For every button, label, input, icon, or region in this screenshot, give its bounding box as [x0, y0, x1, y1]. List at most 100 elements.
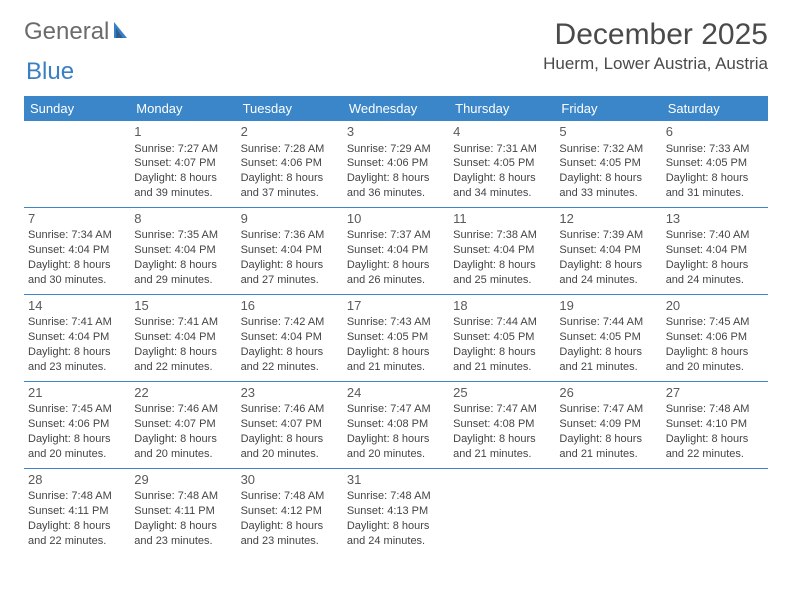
day-detail-line: Sunset: 4:04 PM — [134, 243, 232, 258]
calendar-day-cell: 27Sunrise: 7:48 AMSunset: 4:10 PMDayligh… — [662, 381, 768, 468]
day-detail-line: Sunset: 4:04 PM — [666, 243, 764, 258]
day-detail-line: Daylight: 8 hours and 39 minutes. — [134, 171, 232, 201]
day-detail-line: Sunrise: 7:40 AM — [666, 228, 764, 243]
day-detail-line: Sunset: 4:05 PM — [559, 330, 657, 345]
day-number: 15 — [134, 297, 232, 315]
day-number: 21 — [28, 384, 126, 402]
day-number: 3 — [347, 123, 445, 141]
day-number: 30 — [241, 471, 339, 489]
day-detail-line: Daylight: 8 hours and 22 minutes. — [28, 519, 126, 549]
day-detail-line: Daylight: 8 hours and 33 minutes. — [559, 171, 657, 201]
day-detail-line: Daylight: 8 hours and 22 minutes. — [241, 345, 339, 375]
day-detail-line: Daylight: 8 hours and 31 minutes. — [666, 171, 764, 201]
calendar-day-cell — [24, 121, 130, 207]
day-number: 9 — [241, 210, 339, 228]
calendar-day-cell: 19Sunrise: 7:44 AMSunset: 4:05 PMDayligh… — [555, 294, 661, 381]
calendar-day-cell: 14Sunrise: 7:41 AMSunset: 4:04 PMDayligh… — [24, 294, 130, 381]
day-detail-line: Sunrise: 7:47 AM — [559, 402, 657, 417]
calendar-day-cell: 15Sunrise: 7:41 AMSunset: 4:04 PMDayligh… — [130, 294, 236, 381]
day-detail-line: Daylight: 8 hours and 20 minutes. — [134, 432, 232, 462]
day-detail-line: Daylight: 8 hours and 23 minutes. — [241, 519, 339, 549]
day-detail-line: Sunset: 4:04 PM — [453, 243, 551, 258]
day-detail-line: Daylight: 8 hours and 23 minutes. — [134, 519, 232, 549]
calendar-week-row: 28Sunrise: 7:48 AMSunset: 4:11 PMDayligh… — [24, 468, 768, 554]
calendar-day-cell: 1Sunrise: 7:27 AMSunset: 4:07 PMDaylight… — [130, 121, 236, 207]
day-detail-line: Sunrise: 7:28 AM — [241, 142, 339, 157]
day-number: 5 — [559, 123, 657, 141]
day-detail-line: Sunset: 4:13 PM — [347, 504, 445, 519]
day-detail-line: Daylight: 8 hours and 21 minutes. — [559, 345, 657, 375]
day-detail-line: Daylight: 8 hours and 24 minutes. — [666, 258, 764, 288]
day-detail-line: Sunset: 4:04 PM — [28, 330, 126, 345]
day-detail-line: Daylight: 8 hours and 29 minutes. — [134, 258, 232, 288]
logo-sail-icon — [113, 20, 135, 45]
calendar-day-cell: 9Sunrise: 7:36 AMSunset: 4:04 PMDaylight… — [237, 207, 343, 294]
day-detail-line: Sunrise: 7:27 AM — [134, 142, 232, 157]
day-detail-line: Sunset: 4:05 PM — [453, 156, 551, 171]
day-detail-line: Sunrise: 7:48 AM — [241, 489, 339, 504]
calendar-week-row: 21Sunrise: 7:45 AMSunset: 4:06 PMDayligh… — [24, 381, 768, 468]
day-detail-line: Daylight: 8 hours and 20 minutes. — [666, 345, 764, 375]
day-detail-line: Sunrise: 7:33 AM — [666, 142, 764, 157]
day-number: 10 — [347, 210, 445, 228]
day-number: 13 — [666, 210, 764, 228]
day-detail-line: Sunrise: 7:47 AM — [453, 402, 551, 417]
day-number: 22 — [134, 384, 232, 402]
day-detail-line: Sunrise: 7:44 AM — [453, 315, 551, 330]
logo-text-general: General — [24, 18, 109, 46]
day-detail-line: Sunrise: 7:37 AM — [347, 228, 445, 243]
calendar-day-cell — [449, 468, 555, 554]
weekday-header: Sunday — [24, 96, 130, 121]
day-number: 27 — [666, 384, 764, 402]
calendar-day-cell: 21Sunrise: 7:45 AMSunset: 4:06 PMDayligh… — [24, 381, 130, 468]
calendar-day-cell: 3Sunrise: 7:29 AMSunset: 4:06 PMDaylight… — [343, 121, 449, 207]
calendar-day-cell: 4Sunrise: 7:31 AMSunset: 4:05 PMDaylight… — [449, 121, 555, 207]
day-detail-line: Daylight: 8 hours and 36 minutes. — [347, 171, 445, 201]
day-detail-line: Sunset: 4:05 PM — [347, 330, 445, 345]
day-detail-line: Daylight: 8 hours and 21 minutes. — [453, 432, 551, 462]
day-number: 6 — [666, 123, 764, 141]
day-detail-line: Sunrise: 7:47 AM — [347, 402, 445, 417]
day-detail-line: Sunset: 4:11 PM — [28, 504, 126, 519]
day-detail-line: Daylight: 8 hours and 26 minutes. — [347, 258, 445, 288]
day-detail-line: Sunset: 4:04 PM — [28, 243, 126, 258]
day-detail-line: Sunset: 4:06 PM — [347, 156, 445, 171]
day-detail-line: Sunrise: 7:48 AM — [134, 489, 232, 504]
day-number: 23 — [241, 384, 339, 402]
day-detail-line: Sunrise: 7:31 AM — [453, 142, 551, 157]
weekday-header: Thursday — [449, 96, 555, 121]
calendar-header-row: SundayMondayTuesdayWednesdayThursdayFrid… — [24, 96, 768, 121]
day-number: 14 — [28, 297, 126, 315]
day-detail-line: Sunrise: 7:48 AM — [347, 489, 445, 504]
day-detail-line: Sunset: 4:04 PM — [134, 330, 232, 345]
day-detail-line: Sunrise: 7:43 AM — [347, 315, 445, 330]
weekday-header: Tuesday — [237, 96, 343, 121]
calendar-day-cell: 16Sunrise: 7:42 AMSunset: 4:04 PMDayligh… — [237, 294, 343, 381]
day-detail-line: Sunrise: 7:34 AM — [28, 228, 126, 243]
day-number: 7 — [28, 210, 126, 228]
calendar-day-cell: 10Sunrise: 7:37 AMSunset: 4:04 PMDayligh… — [343, 207, 449, 294]
calendar-day-cell: 7Sunrise: 7:34 AMSunset: 4:04 PMDaylight… — [24, 207, 130, 294]
day-detail-line: Daylight: 8 hours and 37 minutes. — [241, 171, 339, 201]
day-detail-line: Sunset: 4:12 PM — [241, 504, 339, 519]
calendar-day-cell — [555, 468, 661, 554]
calendar-week-row: 7Sunrise: 7:34 AMSunset: 4:04 PMDaylight… — [24, 207, 768, 294]
day-detail-line: Daylight: 8 hours and 34 minutes. — [453, 171, 551, 201]
day-detail-line: Sunrise: 7:48 AM — [666, 402, 764, 417]
calendar-day-cell: 2Sunrise: 7:28 AMSunset: 4:06 PMDaylight… — [237, 121, 343, 207]
calendar-table: SundayMondayTuesdayWednesdayThursdayFrid… — [24, 96, 768, 555]
day-detail-line: Sunset: 4:05 PM — [666, 156, 764, 171]
day-detail-line: Sunrise: 7:46 AM — [134, 402, 232, 417]
day-detail-line: Sunrise: 7:42 AM — [241, 315, 339, 330]
day-detail-line: Daylight: 8 hours and 21 minutes. — [453, 345, 551, 375]
day-detail-line: Daylight: 8 hours and 20 minutes. — [241, 432, 339, 462]
day-number: 8 — [134, 210, 232, 228]
calendar-week-row: 1Sunrise: 7:27 AMSunset: 4:07 PMDaylight… — [24, 121, 768, 207]
logo: General — [24, 18, 139, 46]
day-detail-line: Sunset: 4:11 PM — [134, 504, 232, 519]
title-block: December 2025 Huerm, Lower Austria, Aust… — [543, 18, 768, 74]
day-number: 19 — [559, 297, 657, 315]
day-detail-line: Sunrise: 7:41 AM — [134, 315, 232, 330]
day-detail-line: Sunset: 4:09 PM — [559, 417, 657, 432]
calendar-day-cell: 12Sunrise: 7:39 AMSunset: 4:04 PMDayligh… — [555, 207, 661, 294]
